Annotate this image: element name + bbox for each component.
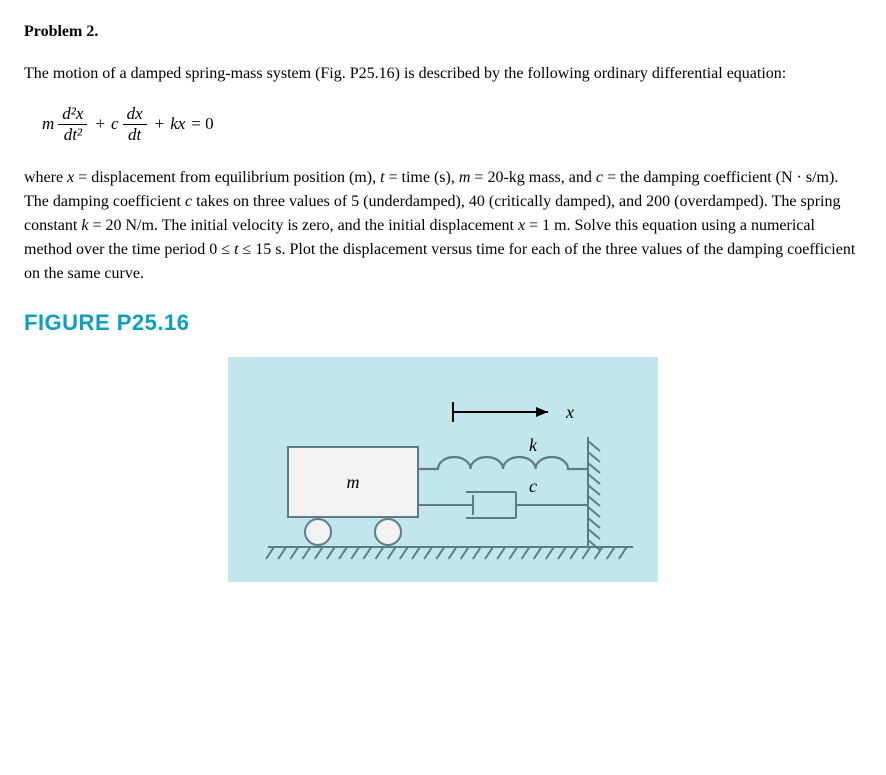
problem-title: Problem 2.: [24, 20, 862, 44]
svg-text:k: k: [529, 435, 538, 455]
intro-text: The motion of a damped spring-mass syste…: [24, 62, 862, 86]
eq-frac2-den: dt: [123, 125, 147, 145]
problem-body: where x = displacement from equilibrium …: [24, 166, 862, 286]
figure-diagram: m x k c: [228, 357, 658, 582]
figure-title: FIGURE P25.16: [24, 306, 862, 339]
figure-wrap: m x k c: [24, 357, 862, 590]
eq-frac-d2x-dt2: d²x dt²: [58, 104, 87, 144]
eq-frac1-den: dt²: [58, 125, 87, 145]
eq-eq0: = 0: [191, 111, 213, 137]
svg-text:c: c: [529, 476, 537, 496]
eq-plus1: +: [95, 111, 105, 137]
eq-frac2-num: dx: [123, 104, 147, 125]
spring-mass-diagram: m x k c: [228, 357, 658, 582]
differential-equation: m d²x dt² + c dx dt + kx = 0: [42, 104, 862, 144]
eq-c: c: [111, 111, 119, 137]
eq-frac1-num: d²x: [58, 104, 87, 125]
eq-kx: kx: [170, 111, 185, 137]
eq-plus2: +: [155, 111, 165, 137]
eq-m: m: [42, 111, 54, 137]
eq-frac-dx-dt: dx dt: [123, 104, 147, 144]
svg-text:m: m: [347, 472, 360, 492]
svg-text:x: x: [565, 402, 574, 422]
